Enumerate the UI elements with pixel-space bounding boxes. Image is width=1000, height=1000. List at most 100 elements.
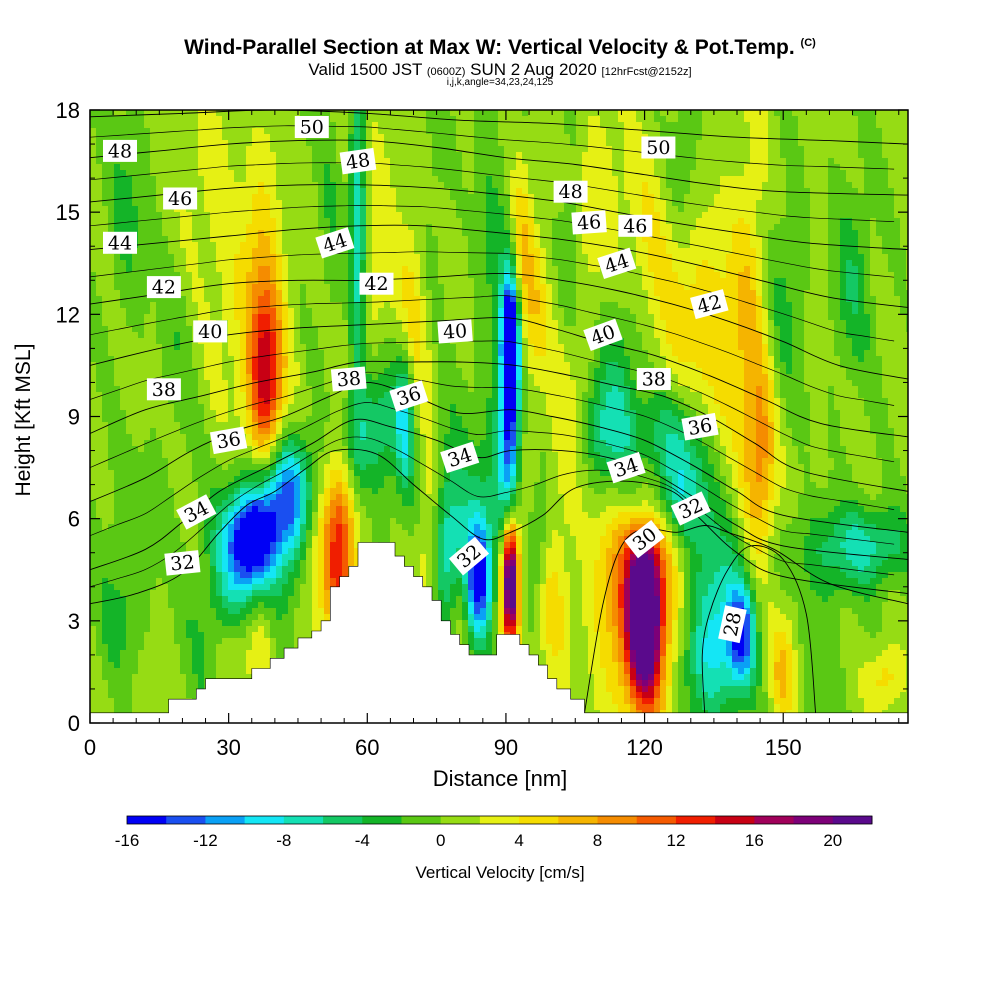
field-cell <box>192 164 199 171</box>
field-cell <box>396 182 403 189</box>
field-cell <box>312 212 319 219</box>
field-cell <box>498 290 505 297</box>
field-cell <box>324 302 331 309</box>
field-cell <box>660 200 667 207</box>
field-cell <box>762 260 769 267</box>
field-cell <box>894 236 901 243</box>
field-cell <box>474 242 481 249</box>
field-cell <box>480 242 487 249</box>
field-cell <box>660 248 667 255</box>
field-cell <box>714 140 721 147</box>
field-cell <box>696 122 703 129</box>
field-cell <box>846 302 853 309</box>
field-cell <box>258 248 265 255</box>
field-cell <box>438 314 445 321</box>
field-cell <box>150 182 157 189</box>
field-cell <box>600 188 607 195</box>
field-cell <box>126 260 133 267</box>
field-cell <box>660 110 667 117</box>
field-cell <box>804 290 811 297</box>
field-cell <box>900 152 907 159</box>
field-cell <box>168 326 175 333</box>
field-cell <box>204 290 211 297</box>
field-cell <box>498 188 505 195</box>
field-cell <box>834 194 841 201</box>
field-cell <box>762 212 769 219</box>
field-cell <box>792 284 799 291</box>
field-cell <box>354 212 361 219</box>
field-cell <box>720 140 727 147</box>
field-cell <box>768 230 775 237</box>
field-cell <box>306 236 313 243</box>
field-cell <box>648 272 655 279</box>
field-cell <box>192 278 199 285</box>
field-cell <box>552 158 559 165</box>
field-cell <box>330 224 337 231</box>
field-cell <box>372 200 379 207</box>
field-cell <box>414 146 421 153</box>
field-cell <box>258 152 265 159</box>
field-cell <box>792 122 799 129</box>
field-cell <box>540 218 547 225</box>
field-cell <box>282 152 289 159</box>
field-cell <box>420 116 427 123</box>
field-cell <box>798 140 805 147</box>
field-cell <box>714 158 721 165</box>
field-cell <box>684 254 691 261</box>
field-cell <box>672 308 679 315</box>
field-cell <box>894 176 901 183</box>
field-cell <box>894 302 901 309</box>
field-cell <box>162 218 169 225</box>
field-cell <box>684 152 691 159</box>
field-cell <box>468 254 475 261</box>
field-cell <box>714 146 721 153</box>
field-cell <box>132 266 139 273</box>
field-cell <box>702 194 709 201</box>
field-cell <box>156 230 163 237</box>
field-cell <box>558 248 565 255</box>
field-cell <box>762 224 769 231</box>
field-cell <box>762 236 769 243</box>
field-cell <box>888 206 895 213</box>
field-cell <box>738 266 745 273</box>
field-cell <box>834 308 841 315</box>
field-cell <box>810 218 817 225</box>
field-cell <box>192 308 199 315</box>
field-cell <box>870 128 877 135</box>
field-cell <box>702 122 709 129</box>
field-cell <box>318 302 325 309</box>
field-cell <box>444 176 451 183</box>
field-cell <box>666 236 673 243</box>
field-cell <box>900 182 907 189</box>
field-cell <box>792 116 799 123</box>
field-cell <box>258 224 265 231</box>
field-cell <box>456 248 463 255</box>
field-cell <box>234 116 241 123</box>
field-cell <box>804 140 811 147</box>
field-cell <box>432 116 439 123</box>
field-cell <box>672 128 679 135</box>
field-cell <box>132 182 139 189</box>
field-cell <box>900 278 907 285</box>
field-cell <box>180 320 187 327</box>
field-cell <box>228 224 235 231</box>
field-cell <box>126 134 133 141</box>
field-cell <box>456 164 463 171</box>
field-cell <box>834 272 841 279</box>
field-cell <box>294 188 301 195</box>
field-cell <box>222 158 229 165</box>
field-cell <box>660 158 667 165</box>
field-cell <box>396 194 403 201</box>
field-cell <box>288 116 295 123</box>
field-cell <box>588 146 595 153</box>
field-cell <box>210 140 217 147</box>
field-cell <box>714 224 721 231</box>
field-cell <box>264 194 271 201</box>
field-cell <box>522 212 529 219</box>
field-cell <box>132 110 139 117</box>
field-cell <box>390 206 397 213</box>
field-cell <box>840 224 847 231</box>
field-cell <box>198 206 205 213</box>
field-cell <box>468 296 475 303</box>
field-cell <box>660 290 667 297</box>
